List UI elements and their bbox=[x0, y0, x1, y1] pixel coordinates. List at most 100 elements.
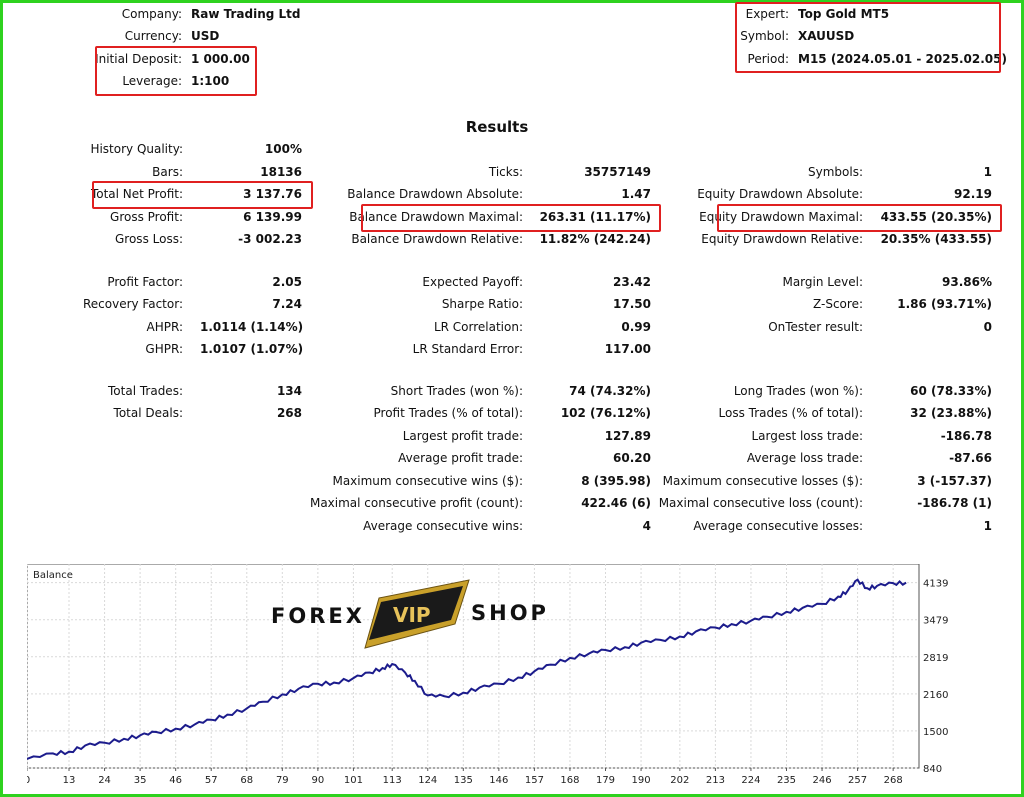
x-tick-label: 224 bbox=[741, 775, 760, 786]
x-tick-label: 246 bbox=[812, 775, 831, 786]
recovery-factor-label: Recovery Factor: bbox=[82, 297, 183, 311]
x-tick-label: 168 bbox=[560, 775, 579, 786]
x-tick-label: 157 bbox=[525, 775, 544, 786]
avg-consecutive-losses-value: 1 bbox=[983, 519, 992, 533]
plot-area bbox=[26, 563, 920, 769]
recovery-factor-value: 7.24 bbox=[272, 297, 302, 311]
short-trades-value: 74 (74.32%) bbox=[569, 384, 651, 398]
x-tick-label: 90 bbox=[312, 775, 325, 786]
deposit-highlight-box bbox=[95, 46, 257, 96]
expert-label: Expert: bbox=[745, 7, 789, 21]
expert-highlight-box bbox=[735, 2, 1001, 73]
period-value: M15 (2024.05.01 - 2025.02.05) bbox=[798, 52, 1007, 66]
max-consecutive-profit-value: 422.46 (6) bbox=[581, 496, 651, 510]
loss-trades-value: 32 (23.88%) bbox=[910, 406, 992, 420]
profit-trades-value: 102 (76.12%) bbox=[560, 406, 651, 420]
x-tick-label: 202 bbox=[670, 775, 689, 786]
x-tick-label: 57 bbox=[205, 775, 218, 786]
y-tick-label: 2819 bbox=[923, 653, 948, 664]
ontester-result-label: OnTester result: bbox=[768, 320, 863, 334]
ghpr-value: 1.0107 (1.07%) bbox=[200, 342, 304, 356]
total-net-profit-label: Total Net Profit: bbox=[90, 187, 183, 201]
lr-correlation-value: 0.99 bbox=[621, 320, 651, 334]
history-quality-label: History Quality: bbox=[90, 142, 183, 156]
max-consecutive-profit-label: Maximal consecutive profit (count): bbox=[309, 496, 523, 510]
x-tick-label: 213 bbox=[706, 775, 725, 786]
currency-label: Currency: bbox=[124, 29, 182, 43]
margin-level-label: Margin Level: bbox=[782, 275, 863, 289]
largest-profit-trade-value: 127.89 bbox=[604, 429, 651, 443]
x-tick-label: 101 bbox=[344, 775, 363, 786]
vip-badge-text: VIP bbox=[393, 603, 431, 627]
chart-grid bbox=[26, 564, 919, 769]
max-consecutive-wins-value: 8 (395.98) bbox=[581, 474, 651, 488]
total-deals-value: 268 bbox=[276, 406, 302, 420]
max-consecutive-losses-label: Maximum consecutive losses ($): bbox=[662, 474, 863, 488]
sharpe-ratio-label: Sharpe Ratio: bbox=[441, 297, 523, 311]
symbol-label: Symbol: bbox=[740, 29, 789, 43]
total-net-profit-value: 3 137.76 bbox=[243, 187, 302, 201]
average-profit-trade-value: 60.20 bbox=[613, 451, 651, 465]
profit-trades-label: Profit Trades (% of total): bbox=[373, 406, 523, 420]
gross-profit-label: Gross Profit: bbox=[110, 210, 183, 224]
lr-standard-error-label: LR Standard Error: bbox=[412, 342, 523, 356]
max-consecutive-losses-value: 3 (-157.37) bbox=[917, 474, 992, 488]
x-tick-label: 24 bbox=[98, 775, 111, 786]
x-tick-label: 13 bbox=[63, 775, 76, 786]
largest-loss-trade-label: Largest loss trade: bbox=[751, 429, 863, 443]
total-deals-label: Total Deals: bbox=[113, 406, 183, 420]
total-trades-value: 134 bbox=[276, 384, 302, 398]
company-value: Raw Trading Ltd bbox=[191, 7, 301, 21]
balance-dd-maximal-label: Balance Drawdown Maximal: bbox=[349, 210, 523, 224]
x-tick-label: 68 bbox=[240, 775, 253, 786]
gross-loss-value: -3 002.23 bbox=[238, 232, 302, 246]
balance-dd-maximal-value: 263.31 (11.17%) bbox=[539, 210, 651, 224]
expected-payoff-label: Expected Payoff: bbox=[422, 275, 523, 289]
max-consecutive-wins-label: Maximum consecutive wins ($): bbox=[332, 474, 523, 488]
average-loss-trade-value: -87.66 bbox=[949, 451, 992, 465]
profit-factor-value: 2.05 bbox=[272, 275, 302, 289]
history-quality-value: 100% bbox=[264, 142, 302, 156]
gross-profit-value: 6 139.99 bbox=[243, 210, 302, 224]
profit-factor-label: Profit Factor: bbox=[107, 275, 183, 289]
x-tick-label: 268 bbox=[884, 775, 903, 786]
x-tick-label: 235 bbox=[777, 775, 796, 786]
largest-profit-trade-label: Largest profit trade: bbox=[402, 429, 523, 443]
x-tick-label: 146 bbox=[489, 775, 508, 786]
bars-value: 18136 bbox=[260, 165, 302, 179]
equity-dd-highlight-box bbox=[717, 204, 1002, 232]
x-tick-label: 0 bbox=[27, 775, 30, 786]
ahpr-value: 1.0114 (1.14%) bbox=[200, 320, 304, 334]
ahpr-label: AHPR: bbox=[146, 320, 183, 334]
lr-correlation-label: LR Correlation: bbox=[433, 320, 523, 334]
watermark-right-text: SHOP bbox=[471, 601, 549, 625]
x-tick-label: 135 bbox=[454, 775, 473, 786]
watermark-left-text: FOREX bbox=[271, 604, 365, 628]
x-tick-label: 113 bbox=[383, 775, 402, 786]
y-tick-label: 1500 bbox=[923, 727, 948, 738]
balance-dd-relative-value: 11.82% (242.24) bbox=[539, 232, 651, 246]
y-tick-label: 2160 bbox=[923, 690, 948, 701]
z-score-value: 1.86 (93.71%) bbox=[897, 297, 992, 311]
x-tick-label: 179 bbox=[596, 775, 615, 786]
watermark-logo: FOREX VIP SHOP bbox=[271, 579, 549, 649]
gross-loss-label: Gross Loss: bbox=[115, 232, 183, 246]
expected-payoff-value: 23.42 bbox=[613, 275, 651, 289]
avg-consecutive-losses-label: Average consecutive losses: bbox=[693, 519, 863, 533]
balance-chart: 840 1500 2160 2819 3479 4139 0 13 24 35 46 57 68 79 90… bbox=[24, 563, 1002, 790]
symbol-value: XAUUSD bbox=[798, 29, 855, 43]
balance-dd-highlight-box bbox=[361, 204, 661, 232]
short-trades-label: Short Trades (won %): bbox=[390, 384, 523, 398]
x-tick-label: 46 bbox=[169, 775, 182, 786]
equity-dd-relative-label: Equity Drawdown Relative: bbox=[701, 232, 863, 246]
average-profit-trade-label: Average profit trade: bbox=[398, 451, 523, 465]
avg-consecutive-wins-value: 4 bbox=[642, 519, 651, 533]
x-tick-label: 79 bbox=[276, 775, 289, 786]
sharpe-ratio-value: 17.50 bbox=[613, 297, 651, 311]
max-consecutive-loss-label: Maximal consecutive loss (count): bbox=[658, 496, 863, 510]
currency-value: USD bbox=[191, 29, 220, 43]
ticks-value: 35757149 bbox=[584, 165, 651, 179]
equity-dd-absolute-value: 92.19 bbox=[954, 187, 992, 201]
ontester-result-value: 0 bbox=[983, 320, 992, 334]
